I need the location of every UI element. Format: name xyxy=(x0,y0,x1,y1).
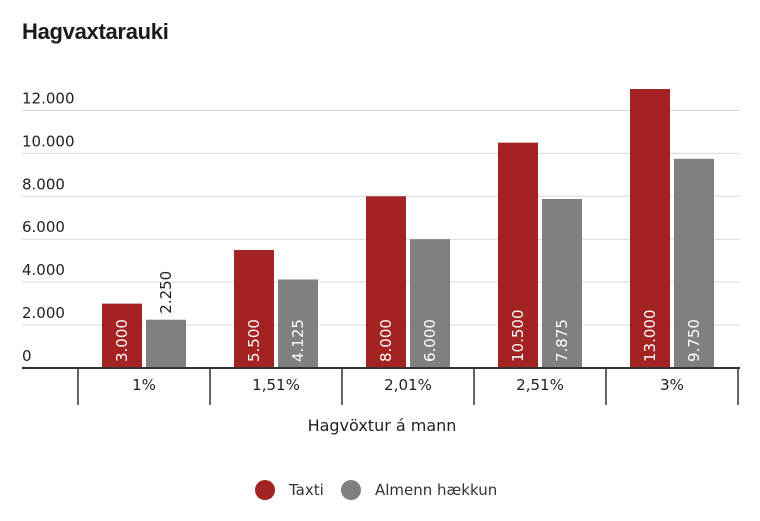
y-tick-label: 0 xyxy=(22,347,32,365)
bar-taxti xyxy=(234,249,274,368)
y-tick-label: 12.000 xyxy=(22,89,75,107)
bar-almenn-haekkun xyxy=(410,239,450,368)
x-axis: 1% 1,51% 2,01% 2,51% 3% xyxy=(22,367,740,405)
bar-almenn-haekkun xyxy=(542,198,582,368)
legend-label: Taxti xyxy=(288,481,324,499)
bar-almenn-haekkun xyxy=(278,279,318,368)
bar-value-label: 6.000 xyxy=(421,319,439,362)
bar-value-label: 5.500 xyxy=(245,319,263,362)
bar-value-label: 10.500 xyxy=(509,310,527,363)
legend-swatch xyxy=(341,480,361,500)
legend-label: Almenn hækkun xyxy=(375,481,497,499)
bar-taxti xyxy=(498,142,538,368)
chart-title: Hagvaxtarauki xyxy=(22,19,169,44)
y-tick-label: 2.000 xyxy=(22,304,65,322)
bar-value-label: 7.875 xyxy=(553,319,571,362)
bar-almenn-haekkun xyxy=(146,319,186,368)
y-tick-label: 6.000 xyxy=(22,218,65,236)
x-axis-title: Hagvöxtur á mann xyxy=(308,416,457,435)
x-tick-label: 3% xyxy=(660,376,684,394)
y-axis-ticks: 0 2.000 4.000 6.000 8.000 10.000 12.000 xyxy=(22,89,75,365)
bar-value-label: 3.000 xyxy=(113,319,131,362)
bars: 3.000 2.250 5.500 4.125 8.000 6.000 10.500 7.87… xyxy=(102,89,714,368)
y-tick-label: 10.000 xyxy=(22,132,75,150)
bar-value-label: 4.125 xyxy=(289,319,307,362)
bar-value-label: 2.250 xyxy=(157,271,175,314)
legend-swatch xyxy=(255,480,275,500)
bar-value-label: 9.750 xyxy=(685,319,703,362)
x-tick-label: 1,51% xyxy=(252,376,300,394)
bar-taxti xyxy=(366,196,406,368)
x-tick-label: 2,51% xyxy=(516,376,564,394)
x-tick-label: 2,01% xyxy=(384,376,432,394)
legend: Taxti Almenn hækkun xyxy=(255,480,497,500)
bar-value-label: 13.000 xyxy=(641,310,659,363)
bar-value-label: 8.000 xyxy=(377,319,395,362)
y-tick-label: 8.000 xyxy=(22,175,65,193)
bar-taxti xyxy=(102,303,142,368)
x-tick-label: 1% xyxy=(132,376,156,394)
bar-taxti xyxy=(630,89,670,368)
bar-almenn-haekkun xyxy=(674,158,714,368)
y-tick-label: 4.000 xyxy=(22,261,65,279)
